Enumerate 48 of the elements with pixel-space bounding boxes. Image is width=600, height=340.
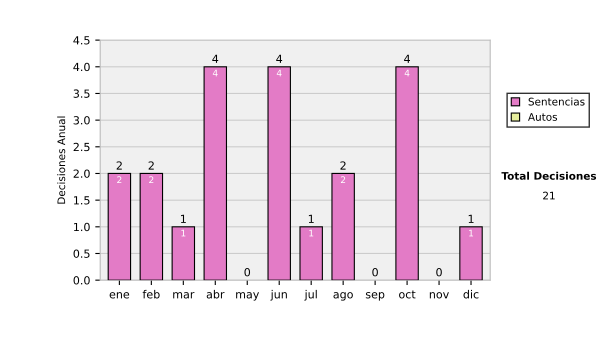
data-label: 4 xyxy=(212,70,218,76)
total-label: 2 xyxy=(148,161,154,170)
x-tick-label: mar xyxy=(173,292,194,298)
text: 3.5 xyxy=(74,89,90,98)
total-label: 1 xyxy=(308,214,314,223)
text: 1.5 xyxy=(74,196,90,205)
text: Total Decisiones xyxy=(501,172,596,180)
legend-label: Sentencias xyxy=(528,98,585,106)
total-label: 0 xyxy=(244,268,250,276)
text: 0.5 xyxy=(74,249,90,258)
total-label: 2 xyxy=(340,161,346,170)
text: 0.0 xyxy=(74,276,90,285)
total-label: 4 xyxy=(404,54,410,63)
total-label: 1 xyxy=(181,214,186,223)
x-tick-label: abr xyxy=(206,290,224,298)
x-tick-label: may xyxy=(236,292,260,301)
x-tick-label: dic xyxy=(464,290,478,298)
total-label: 4 xyxy=(276,54,282,63)
x-tick-label: feb xyxy=(142,290,160,298)
text: 4.0 xyxy=(73,62,90,72)
text: 4.5 xyxy=(73,36,90,44)
total-label: 0 xyxy=(372,268,378,276)
x-tick-label: oct xyxy=(399,290,416,298)
text: 2.0 xyxy=(74,169,90,178)
y-axis-title: Decisiones Anual xyxy=(57,116,66,204)
x-tick-label: jul xyxy=(304,290,317,301)
x-tick-label: jun xyxy=(270,290,287,301)
data-label: 4 xyxy=(276,70,282,76)
total-label: 4 xyxy=(212,54,218,63)
text: 3.0 xyxy=(74,116,90,125)
data-label: 2 xyxy=(340,176,346,183)
total-label: 0 xyxy=(436,268,442,276)
text: 1.0 xyxy=(74,222,90,232)
text: 2.5 xyxy=(74,142,90,152)
total-label: 1 xyxy=(468,214,474,223)
data-label: 1 xyxy=(309,230,314,236)
text: 21 xyxy=(543,192,555,200)
x-tick-label: nov xyxy=(430,292,449,298)
x-tick-label: ene xyxy=(110,292,130,298)
x-tick-label: ago xyxy=(333,292,353,301)
data-label: 1 xyxy=(469,230,474,236)
data-label: 4 xyxy=(404,70,410,76)
total-label: 2 xyxy=(116,161,122,170)
legend-label: Autos xyxy=(528,113,558,121)
data-label: 2 xyxy=(149,176,154,183)
x-tick-label: sep xyxy=(366,292,384,301)
data-label: 1 xyxy=(181,230,186,236)
data-label: 2 xyxy=(117,176,122,183)
